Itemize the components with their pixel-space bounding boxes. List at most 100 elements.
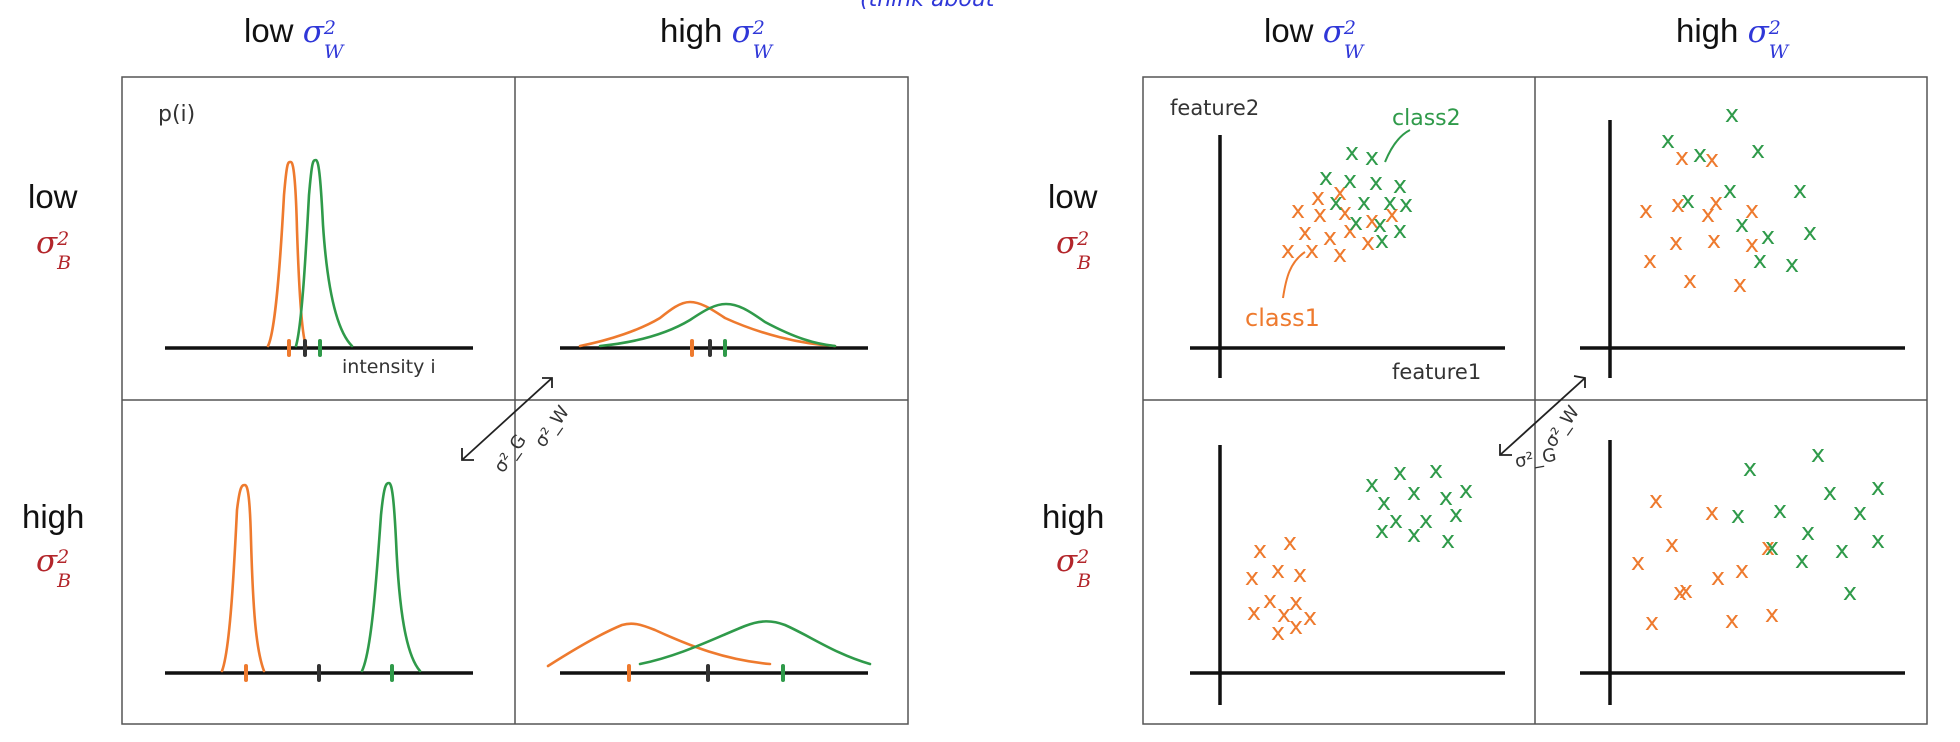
scatter-point-class2: x bbox=[1393, 171, 1407, 199]
scatter-point-class2: x bbox=[1823, 478, 1837, 506]
scatter-point-class2: x bbox=[1793, 176, 1807, 204]
scatter-point-class2: x bbox=[1853, 498, 1867, 526]
scatter-point-class2: x bbox=[1811, 440, 1825, 468]
row-header-left-low: low bbox=[28, 178, 78, 215]
scatter-point-class1: x bbox=[1705, 145, 1719, 173]
scatter-point-class2: x bbox=[1389, 506, 1403, 534]
scatter-point-class2: x bbox=[1383, 188, 1397, 216]
scatter-point-class1: x bbox=[1665, 530, 1679, 558]
scatter-point-class1: x bbox=[1365, 206, 1379, 234]
scatter-point-class2: x bbox=[1345, 138, 1359, 166]
class2-leader bbox=[1384, 129, 1411, 163]
scatter-point-class2: x bbox=[1365, 470, 1379, 498]
scatter-point-class1: x bbox=[1385, 200, 1399, 228]
scatter-point-class1: x bbox=[1631, 548, 1645, 576]
scatter-point-class2: x bbox=[1835, 536, 1849, 564]
scatter-point-class1: x bbox=[1735, 556, 1749, 584]
scatter-point-class2: x bbox=[1419, 506, 1433, 534]
scatter-point-class1: x bbox=[1263, 586, 1277, 614]
scatter-point-class1: x bbox=[1305, 236, 1319, 264]
scatter-point-class2: x bbox=[1761, 222, 1775, 250]
scatter-point-class2: x bbox=[1399, 190, 1413, 218]
row-header-left-high: high bbox=[22, 498, 85, 535]
scatter-point-class1: x bbox=[1271, 618, 1285, 646]
scatter-point-class2: x bbox=[1753, 246, 1767, 274]
scatter-point-class1: x bbox=[1709, 188, 1723, 216]
right-y-axis-label: feature2 bbox=[1170, 96, 1260, 120]
scatter-point-class1: x bbox=[1271, 556, 1285, 584]
scatter-point-class2: x bbox=[1441, 526, 1455, 554]
scatter-point-class2: x bbox=[1723, 176, 1737, 204]
scatter-point-class2: x bbox=[1693, 140, 1707, 168]
scatter-point-class2: x bbox=[1365, 143, 1379, 171]
curve-class1-highB-lowW bbox=[220, 483, 266, 673]
left-mean-markers bbox=[244, 339, 785, 682]
scatter-point-class2: x bbox=[1429, 456, 1443, 484]
scatter-point-class1: x bbox=[1679, 576, 1693, 604]
scatter-point-class1: x bbox=[1643, 246, 1657, 274]
scatter-point-class1: x bbox=[1649, 486, 1663, 514]
scatter-point-class2: x bbox=[1743, 454, 1757, 482]
class1-label: class1 bbox=[1245, 304, 1320, 332]
scatter-point-class1: x bbox=[1745, 230, 1759, 258]
left-center-arrow bbox=[461, 377, 553, 461]
scatter-point-class1: x bbox=[1277, 600, 1291, 628]
class1-leader bbox=[1282, 251, 1306, 299]
scatter-point-class1: x bbox=[1289, 612, 1303, 640]
scatter-point-class1: x bbox=[1761, 533, 1775, 561]
scatter-point-class1: x bbox=[1245, 563, 1259, 591]
scatter-point-class2: x bbox=[1681, 186, 1695, 214]
class2-label: class2 bbox=[1392, 106, 1461, 131]
scatter-point-class1: x bbox=[1705, 498, 1719, 526]
scatter-point-class2: x bbox=[1393, 216, 1407, 244]
scatter-point-class1: x bbox=[1639, 196, 1653, 224]
scatter-point-class2: x bbox=[1871, 526, 1885, 554]
scatter-point-class2: x bbox=[1407, 520, 1421, 548]
scatter-point-class2: x bbox=[1375, 516, 1389, 544]
left-y-axis-label: p(i) bbox=[158, 102, 196, 127]
top-fragment-text: (think about bbox=[860, 0, 996, 12]
scatter-point-class1: x bbox=[1281, 236, 1295, 264]
row-header-right-low: low bbox=[1048, 178, 1098, 215]
scatter-point-class1: x bbox=[1701, 200, 1715, 228]
scatter-point-class2: x bbox=[1375, 226, 1389, 254]
scatter-point-class1: x bbox=[1333, 178, 1347, 206]
scatter-point-class2: x bbox=[1751, 136, 1765, 164]
scatter-point-class1: x bbox=[1733, 270, 1747, 298]
scatter-point-class1: x bbox=[1711, 563, 1725, 591]
row-header-right-high: high bbox=[1042, 498, 1105, 535]
scatter-point-class1: x bbox=[1361, 228, 1375, 256]
curve-class2-highB-lowW bbox=[360, 481, 422, 673]
curve-class1-highB-highW bbox=[546, 622, 772, 668]
scatter-point-class1: x bbox=[1683, 266, 1697, 294]
right-center-arrow bbox=[1499, 375, 1586, 456]
scatter-point-class2: x bbox=[1661, 126, 1675, 154]
scatter-point-class2: x bbox=[1843, 578, 1857, 606]
scatter-point-class2: x bbox=[1765, 533, 1779, 561]
scatter-point-class1: x bbox=[1343, 216, 1357, 244]
class-leader-lines bbox=[1282, 129, 1411, 299]
scatter-point-class1: x bbox=[1323, 223, 1337, 251]
scatter-point-class2: x bbox=[1449, 500, 1463, 528]
scatter-point-class1: x bbox=[1303, 603, 1317, 631]
scatter-point-class1: x bbox=[1725, 606, 1739, 634]
scatter-point-class2: x bbox=[1349, 208, 1363, 236]
scatter-point-class2: x bbox=[1377, 488, 1391, 516]
scatter-point-class1: x bbox=[1311, 183, 1325, 211]
scatter-point-class1: x bbox=[1675, 143, 1689, 171]
scatter-point-class2: x bbox=[1373, 210, 1387, 238]
scatter-point-class1: x bbox=[1338, 198, 1352, 226]
curve-class1-lowB-highW bbox=[578, 300, 837, 348]
